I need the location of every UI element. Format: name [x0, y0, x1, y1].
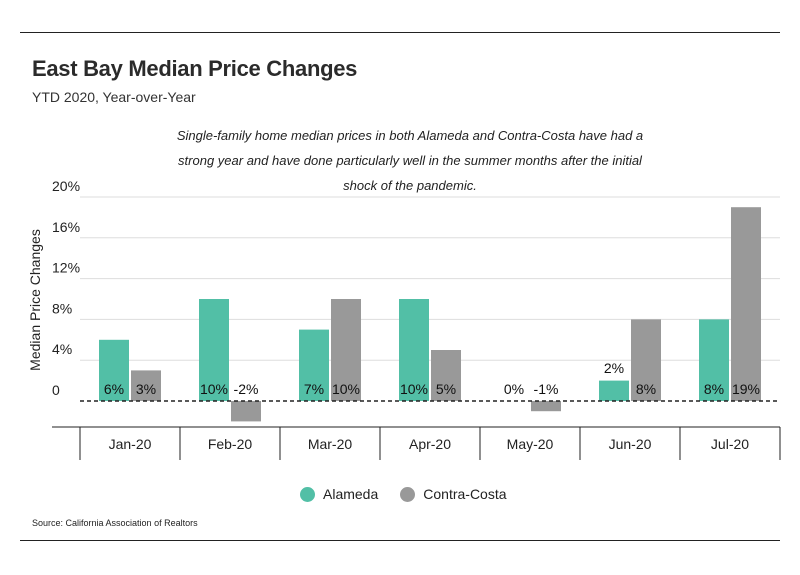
legend-swatch-alameda: [300, 486, 315, 502]
data-label: 7%: [304, 381, 324, 397]
data-label: 10%: [400, 381, 428, 397]
y-tick-label: 4%: [52, 341, 72, 357]
bar-contra-costa: [631, 319, 661, 401]
x-tick-label: Jul-20: [711, 436, 749, 452]
bar-contra-costa: [431, 350, 461, 401]
x-tick-label: May-20: [507, 436, 554, 452]
y-tick-label: 0: [52, 382, 60, 398]
y-tick-label: 12%: [52, 260, 80, 276]
bar-alameda: [299, 329, 329, 401]
bar-alameda: [399, 299, 429, 401]
y-tick-label: 8%: [52, 300, 72, 316]
data-label: 6%: [104, 381, 124, 397]
bar-alameda: [599, 380, 629, 401]
bar-contra-costa: [731, 207, 761, 401]
y-tick-label: 16%: [52, 219, 80, 235]
chart-source: Source: California Association of Realto…: [32, 518, 198, 528]
x-tick-label: Mar-20: [308, 436, 353, 452]
legend-swatch-contra-costa: [400, 486, 416, 502]
data-label: 3%: [136, 381, 156, 397]
legend-item-alameda: Alameda: [300, 486, 378, 502]
data-label: -2%: [234, 381, 259, 397]
bar-contra-costa: [131, 370, 161, 401]
chart-title: East Bay Median Price Changes: [32, 56, 358, 81]
data-label: 19%: [732, 381, 760, 397]
bottom-rule: [20, 540, 780, 541]
data-label: 2%: [604, 360, 624, 376]
data-label: 8%: [704, 381, 724, 397]
bar-contra-costa: [231, 401, 261, 422]
chart-subtitle: YTD 2020, Year-over-Year: [32, 89, 196, 105]
legend-label-contra-costa: Contra-Costa: [423, 486, 507, 502]
data-label: 8%: [636, 381, 656, 397]
data-label: 10%: [332, 381, 360, 397]
chart-legend: Alameda Contra-Costa: [300, 486, 529, 502]
y-axis-label: Median Price Changes: [27, 229, 43, 371]
x-tick-label: Jun-20: [609, 436, 652, 452]
bar-contra-costa: [331, 299, 361, 401]
bar-alameda: [99, 339, 129, 401]
x-tick-label: Feb-20: [208, 436, 253, 452]
bar-contra-costa: [531, 401, 561, 412]
top-rule: [20, 32, 780, 33]
data-label: 0%: [504, 381, 524, 397]
x-tick-label: Jan-20: [109, 436, 152, 452]
data-label: 10%: [200, 381, 228, 397]
legend-label-alameda: Alameda: [323, 486, 379, 502]
legend-item-contra-costa: Contra-Costa: [400, 486, 507, 502]
data-label: -1%: [534, 381, 559, 397]
bar-alameda: [699, 319, 729, 401]
data-label: 5%: [436, 381, 456, 397]
y-tick-label: 20%: [52, 178, 80, 194]
x-tick-label: Apr-20: [409, 436, 451, 452]
chart-annotation: Single-family home median prices in both…: [176, 128, 644, 193]
bar-alameda: [199, 299, 229, 401]
